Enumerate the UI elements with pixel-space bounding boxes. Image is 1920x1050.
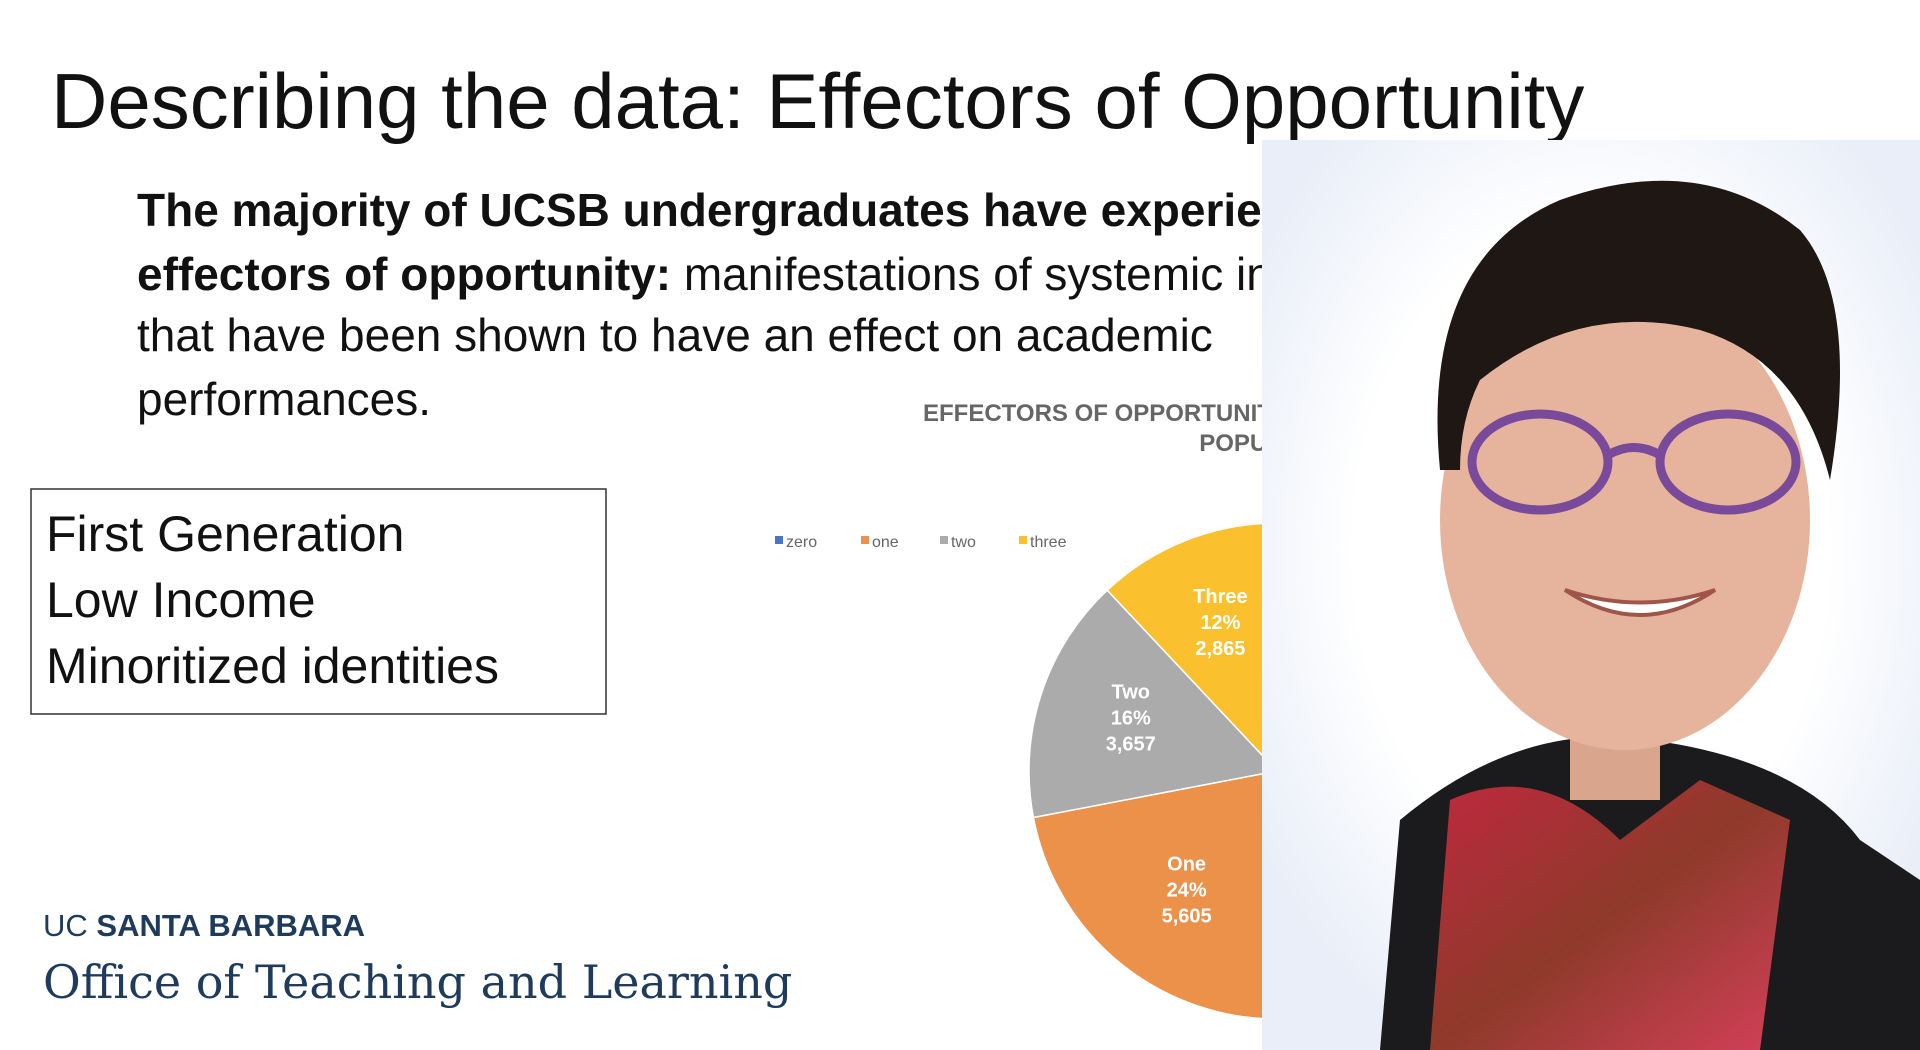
legend-label: zero <box>786 534 817 551</box>
slice-count: 2,865 <box>1195 638 1245 660</box>
body-line: The majority of UCSB undergraduates have… <box>137 184 1369 236</box>
scarf <box>1430 780 1790 1050</box>
legend-swatch <box>940 536 948 544</box>
logo-line: UC SANTA BARBARA <box>43 908 365 943</box>
legend-swatch <box>861 536 869 544</box>
smile <box>1563 588 1717 617</box>
hair <box>1437 180 1840 480</box>
slice-percent: 16% <box>1111 707 1151 729</box>
glasses <box>1467 409 1801 515</box>
list-item: First Generation <box>46 506 404 562</box>
legend-swatch <box>1019 536 1027 544</box>
slice-count: 5,605 <box>1162 905 1212 927</box>
slice-percent: 24% <box>1167 879 1207 901</box>
logo-prefix: UC <box>43 908 88 943</box>
legend-label: two <box>951 534 976 551</box>
body-line: performances. <box>137 373 431 425</box>
slide-title: Describing the data: Effectors of Opport… <box>51 57 1584 145</box>
pie-slice <box>1028 589 1279 819</box>
body-segment: that have been shown to have an effect o… <box>137 309 1213 361</box>
list-item: Low Income <box>46 572 316 628</box>
slice-category: Three <box>1193 586 1247 608</box>
logo-name: SANTA BARBARA <box>96 908 365 943</box>
slice-percent: 12% <box>1200 612 1240 634</box>
body-segment: performances. <box>137 373 431 425</box>
body-line: that have been shown to have an effect o… <box>137 309 1213 361</box>
presenter-video <box>1262 140 1920 1050</box>
list-box <box>30 488 607 715</box>
legend-label: one <box>872 534 899 551</box>
slice-count: 3,657 <box>1106 733 1156 755</box>
body-segment: The majority of UCSB undergraduates have… <box>137 184 1369 236</box>
body-line: effectors of opportunity: manifestations… <box>137 248 1359 300</box>
body-text: The majority of UCSB undergraduates have… <box>137 184 1369 425</box>
face <box>1440 290 1810 750</box>
list-items: First Generation Low Income Minoritized id… <box>46 506 499 694</box>
legend-swatch <box>775 536 783 544</box>
body-segment: effectors of opportunity: <box>137 248 671 300</box>
list-item: Minoritized identities <box>46 638 499 694</box>
body-segment: manifestations of systemic inequi <box>671 248 1359 300</box>
logo-office: Office of Teaching and Learning <box>43 955 792 1009</box>
slice-category: Two <box>1112 681 1151 703</box>
slice-category: One <box>1167 853 1206 875</box>
legend-label: three <box>1030 534 1067 551</box>
